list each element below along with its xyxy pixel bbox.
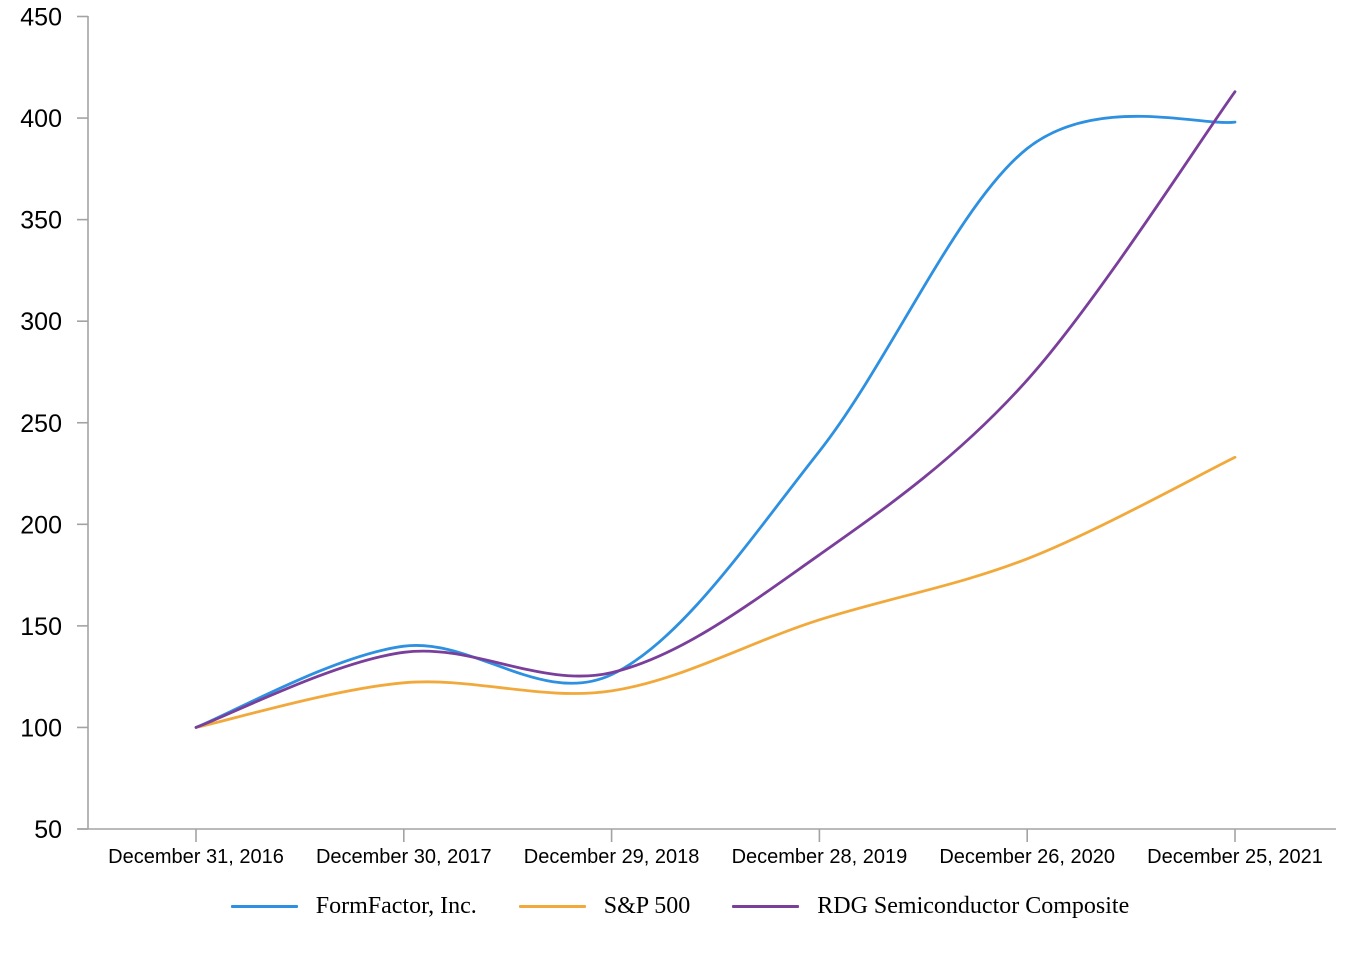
x-tick-label: December 29, 2018 (524, 846, 700, 868)
x-tick-label: December 28, 2019 (732, 846, 908, 868)
y-tick-label: 250 (20, 410, 62, 438)
y-tick-label: 300 (20, 308, 62, 336)
x-tick-label: December 25, 2021 (1147, 846, 1323, 868)
series-line-s-p-500 (194, 455, 1237, 729)
series-line-formfactor-inc (194, 115, 1237, 729)
stock-performance-chart: 50 100 150 200 250 300 350 400 450 December 31, 2… (20, 4, 1336, 868)
legend-item-formfactor: FormFactor, Inc. (230, 893, 477, 920)
legend-item-sp500: S&P 500 (518, 893, 691, 920)
y-tick-label: 100 (20, 714, 62, 742)
y-tick-label: 150 (20, 613, 62, 641)
legend-label-rdg: RDG Semiconductor Composite (817, 893, 1130, 919)
y-tick-label: 450 (20, 4, 62, 32)
legend: FormFactor, Inc. S&P 500 RDG Semiconduct… (0, 893, 1360, 920)
y-tick-label: 400 (20, 105, 62, 133)
legend-label-formfactor: FormFactor, Inc. (315, 893, 477, 919)
x-tick-label: December 26, 2020 (939, 846, 1115, 868)
legend-swatch-formfactor (230, 905, 298, 908)
legend-swatch-sp500 (518, 905, 586, 908)
y-tick-label: 50 (34, 816, 62, 844)
x-tick-label: December 30, 2017 (316, 846, 492, 868)
series-line-rdg-semiconductor-composite (194, 90, 1237, 729)
y-tick-label: 200 (20, 511, 62, 539)
legend-swatch-rdg (732, 905, 800, 908)
legend-label-sp500: S&P 500 (603, 893, 691, 919)
y-tick-label: 350 (20, 207, 62, 235)
legend-item-rdg: RDG Semiconductor Composite (732, 893, 1129, 920)
x-tick-label: December 31, 2016 (108, 846, 284, 868)
